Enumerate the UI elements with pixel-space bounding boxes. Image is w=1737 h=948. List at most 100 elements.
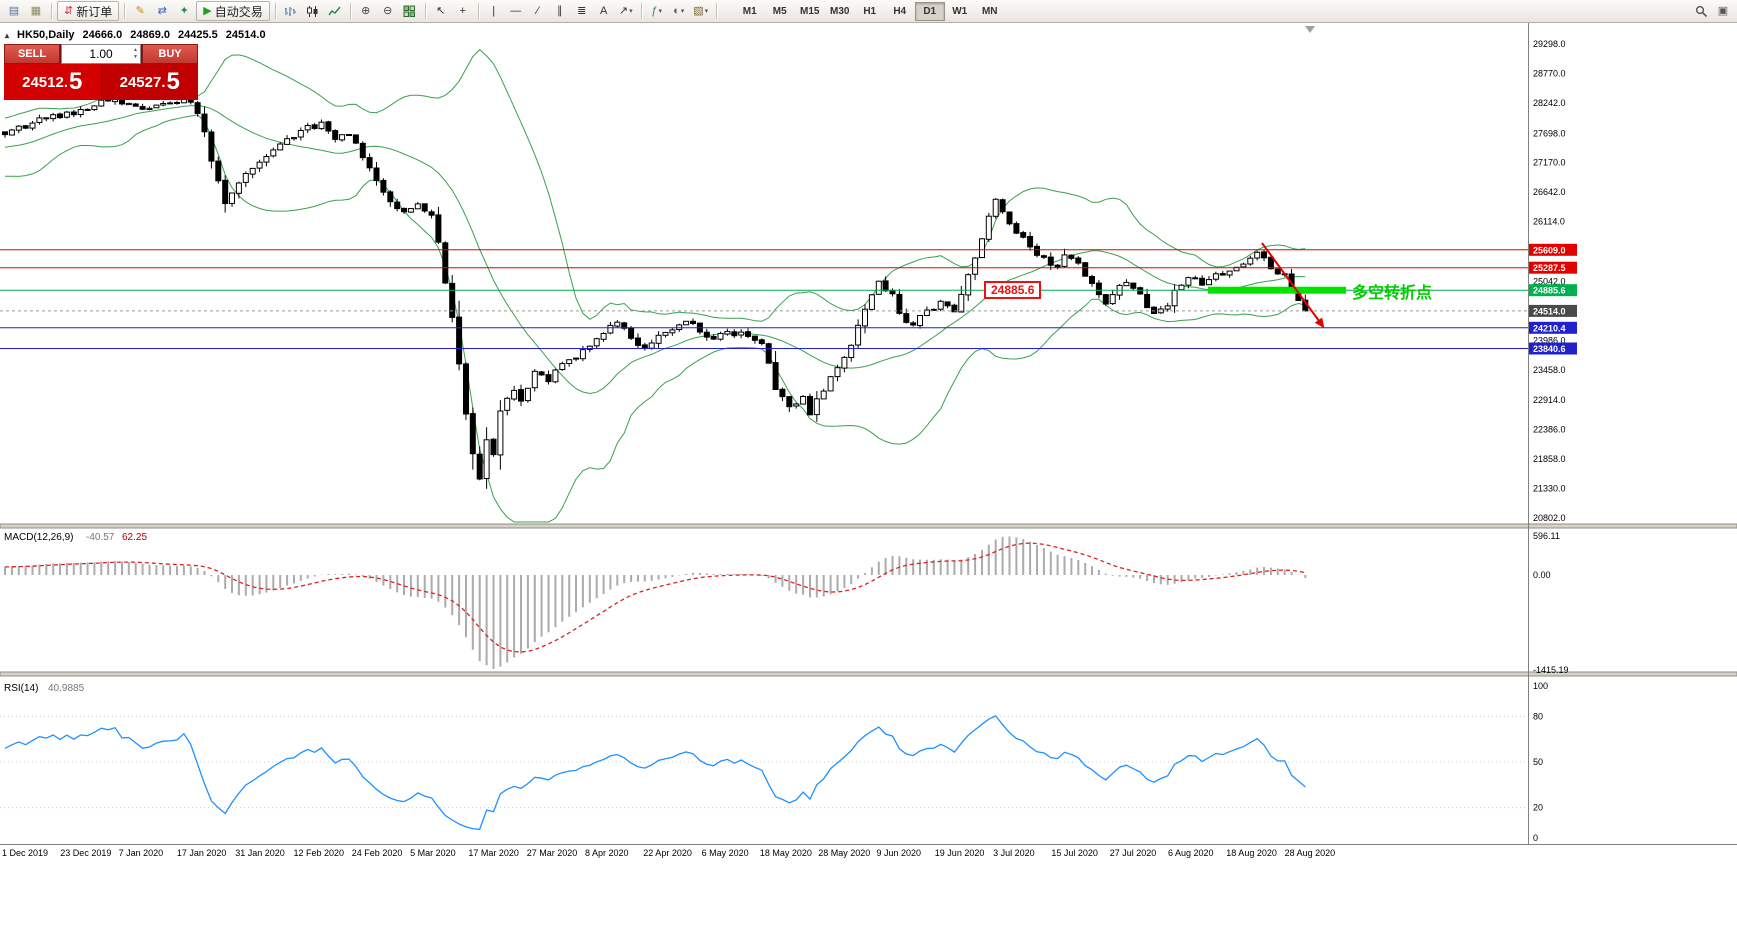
macd-label: MACD(12,26,9) — [4, 532, 73, 543]
price-scale-label: 22914.0 — [1533, 395, 1566, 405]
sell-price-display[interactable]: 24512. 5 — [4, 64, 101, 100]
bar-chart-icon[interactable] — [280, 1, 302, 21]
toolbar-separator — [477, 3, 479, 19]
price-tag — [1529, 243, 1577, 256]
price-tag — [1529, 304, 1577, 317]
dropdown-caret-icon: ▾ — [704, 8, 709, 15]
search-icon[interactable] — [1690, 1, 1712, 21]
time-label: 6 May 2020 — [702, 848, 749, 858]
volume-input[interactable]: 1.00 ▲ ▼ — [61, 44, 141, 64]
equidistant-channel-icon-glyph: ∥ — [556, 4, 563, 17]
market-watch-icon[interactable]: ⇄ — [151, 1, 173, 21]
macd-value-main: -40.57 — [86, 532, 115, 543]
arrows-tool-icon[interactable]: ↗ ▾ — [615, 1, 637, 21]
indicators-icon[interactable]: ƒ ▾ — [646, 1, 668, 21]
price-tag — [1529, 284, 1577, 297]
panel-splitter[interactable] — [0, 523, 1737, 529]
line-chart-icon[interactable] — [324, 1, 346, 21]
buy-price-main: 24527. — [119, 73, 166, 91]
crosshair-icon[interactable]: + — [452, 1, 474, 21]
timeframe-m1[interactable]: M1 — [742, 5, 757, 17]
text-icon[interactable]: A — [593, 1, 615, 21]
volume-value: 1.00 — [89, 47, 113, 61]
timeframe-w1[interactable]: W1 — [952, 5, 968, 17]
new-chart-icon-glyph: ▤ — [8, 4, 20, 17]
toolbar-separator — [51, 3, 52, 19]
timeframe-m5[interactable]: M5 — [772, 5, 787, 17]
chart-canvas[interactable]: MACD(12,26,9) -40.57 62.25 596.11 0.00 -1415.… — [0, 23, 1737, 948]
volume-spinner[interactable]: ▲ ▼ — [133, 47, 138, 61]
window-list-icon[interactable]: ▣ — [1712, 1, 1734, 21]
panel-splitter[interactable] — [0, 671, 1737, 677]
equidistant-channel-icon[interactable]: ∥ — [549, 1, 571, 21]
metaeditor-icon-glyph: ✎ — [135, 4, 145, 17]
chart-window[interactable]: MACD(12,26,9) -40.57 62.25 596.11 0.00 -1415.… — [0, 23, 1737, 948]
pivot-price-callout[interactable]: 24885.6 — [984, 281, 1042, 299]
cursor-icon[interactable]: ↖ — [430, 1, 452, 21]
navigator-icon[interactable]: ✦ — [173, 1, 195, 21]
chart-title-bar: ▴ HK50,Daily 24666.0 24869.0 24425.5 245… — [5, 29, 266, 41]
vertical-line-icon[interactable]: | — [483, 1, 505, 21]
one-click-trade-panel: SELL 1.00 ▲ ▼ BUY 24512. 5 24527. 5 — [4, 44, 198, 100]
macd-scale-label: 0.00 — [1533, 570, 1551, 580]
ohlc-low: 24425.5 — [178, 29, 218, 41]
sell-button[interactable]: SELL — [4, 44, 60, 64]
price-scale-label: 29298.0 — [1533, 39, 1566, 49]
ohlc-high: 24869.0 — [130, 29, 171, 41]
pivot-annotation-text[interactable]: 多空转折点 — [1352, 285, 1433, 302]
timeframe-mn[interactable]: MN — [981, 5, 998, 17]
spinner-down-icon[interactable]: ▼ — [133, 54, 138, 60]
time-label: 12 Feb 2020 — [294, 848, 345, 858]
autotrading-button[interactable]: ▶ 自动交易 — [196, 1, 270, 21]
metaeditor-icon[interactable]: ✎ — [129, 1, 151, 21]
periods-icon[interactable]: ◐ ▾ — [668, 1, 690, 21]
trend-arrow[interactable] — [1261, 242, 1325, 329]
candlestick-chart-icon[interactable] — [302, 1, 324, 21]
new-order-button[interactable]: ⇵ 新订单 — [57, 1, 120, 21]
chart-shift-marker[interactable] — [1305, 26, 1315, 33]
timeframe-h1[interactable]: H1 — [863, 5, 877, 17]
buy-price-display[interactable]: 24527. 5 — [101, 64, 198, 100]
buy-button[interactable]: BUY — [142, 44, 198, 64]
collapse-trade-panel-icon[interactable]: ▴ — [5, 30, 10, 40]
window-list-icon-glyph: ▣ — [1717, 4, 1729, 17]
pivot-highlight-band[interactable] — [1208, 286, 1346, 294]
bollinger-bands — [4, 48, 1306, 523]
profiles-icon[interactable]: ▦ — [25, 1, 47, 21]
time-label: 7 Jan 2020 — [119, 848, 164, 858]
candlestick-series — [2, 94, 1309, 489]
timeframe-d1[interactable]: D1 — [914, 1, 945, 21]
price-scale[interactable]: 29298.0 28770.0 28242.0 27698.0 27170.0 26642… — [1529, 39, 1577, 523]
cursor-icon-glyph: ↖ — [436, 4, 446, 17]
time-label: 17 Jan 2020 — [177, 848, 227, 858]
fibonacci-icon[interactable]: ≣ — [571, 1, 593, 21]
text-icon-glyph: A — [600, 4, 608, 17]
zoom-in-icon[interactable]: ⊕ — [355, 1, 377, 21]
timeframe-m15[interactable]: M15 — [799, 5, 820, 17]
navigator-icon-glyph: ✦ — [179, 4, 189, 17]
horizontal-line-icon[interactable]: — — [505, 1, 527, 21]
templates-icon[interactable]: ▧ ▾ — [690, 1, 712, 21]
timeframe-m30[interactable]: M30 — [829, 5, 850, 17]
zoom-out-icon-glyph: ⊖ — [383, 4, 393, 17]
dropdown-caret-icon: ▾ — [658, 8, 663, 15]
time-label: 18 Aug 2020 — [1226, 848, 1277, 858]
time-label: 28 Aug 2020 — [1285, 848, 1336, 858]
price-scale-label: 23458.0 — [1533, 365, 1566, 375]
timeframe-h4[interactable]: H4 — [893, 5, 907, 17]
templates-icon-glyph: ▧ — [693, 4, 704, 17]
price-scale-label: 27170.0 — [1533, 158, 1566, 168]
tile-windows-icon[interactable] — [399, 1, 421, 21]
dropdown-caret-icon: ▾ — [680, 8, 685, 15]
time-scale[interactable]: 1 Dec 2019 23 Dec 2019 7 Jan 2020 17 Jan 20… — [2, 848, 1335, 858]
profiles-icon-glyph: ▦ — [30, 4, 42, 17]
buy-price-big-digit: 5 — [166, 68, 180, 95]
zoom-out-icon[interactable]: ⊖ — [377, 1, 399, 21]
timeframe-toolbar: M1 M5 M15 M30 H1 H4 D1 W1 MN — [735, 1, 1005, 21]
new-chart-icon[interactable]: ▤ — [3, 1, 25, 21]
price-scale-label: 26642.0 — [1533, 187, 1566, 197]
price-scale-label: 23986.0 — [1533, 335, 1566, 345]
spinner-up-icon[interactable]: ▲ — [133, 47, 138, 53]
fibonacci-icon-glyph: ≣ — [577, 4, 587, 17]
trendline-icon[interactable]: ∕ — [527, 1, 549, 21]
